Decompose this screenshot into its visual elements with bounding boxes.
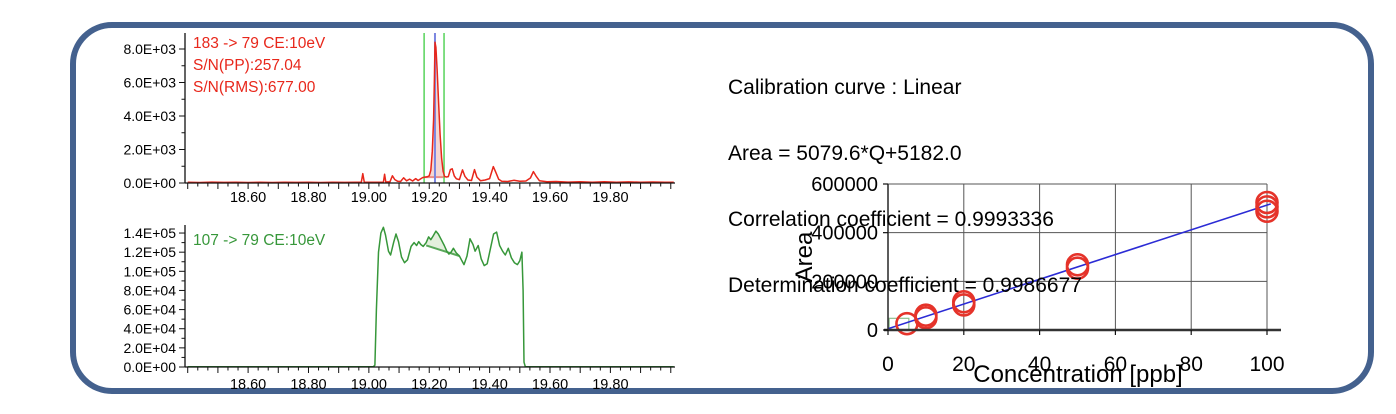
chrom_bottom-x-tick-labels: 18.60 18.80 19.00 19.20 19.40 19.60 19.80 xyxy=(230,377,629,393)
svg-text:19.40: 19.40 xyxy=(471,190,507,206)
calibration-point xyxy=(951,289,976,314)
chart-calibration_plot: 0 20 40 60 80 100 0 200000 400000 600000 Concentra… xyxy=(791,174,1285,388)
panel-border xyxy=(70,22,1374,394)
calibration_plot-y-tick-labels: 0 200000 400000 600000 xyxy=(811,174,878,342)
svg-text:600000: 600000 xyxy=(811,174,878,196)
svg-text:19.00: 19.00 xyxy=(351,377,387,393)
svg-text:4.0E+04: 4.0E+04 xyxy=(123,321,176,337)
svg-text:183 -> 79 CE:10eV: 183 -> 79 CE:10eV xyxy=(193,35,326,52)
x-axis-title: Concentration [ppb] xyxy=(973,361,1182,388)
svg-text:1.2E+05: 1.2E+05 xyxy=(123,244,176,260)
svg-text:40: 40 xyxy=(1028,353,1051,376)
chrom_bottom-trace xyxy=(187,226,674,368)
svg-text:S/N(PP):257.04: S/N(PP):257.04 xyxy=(193,57,302,74)
calibration_plot-x-tick-labels: 0 20 40 60 80 100 xyxy=(882,353,1284,376)
calibration-fit-line xyxy=(887,203,1272,330)
svg-text:19.60: 19.60 xyxy=(532,190,568,206)
calibration-point xyxy=(914,303,938,327)
svg-text:19.20: 19.20 xyxy=(411,190,447,206)
y-axis-title: Area xyxy=(791,231,818,282)
calibration-determination-coefficient: Determination coefficient = 0.9986677 xyxy=(728,274,1082,297)
svg-text:8.0E+03: 8.0E+03 xyxy=(123,41,176,57)
svg-text:19.80: 19.80 xyxy=(592,190,628,206)
svg-text:107 -> 79 CE:10eV: 107 -> 79 CE:10eV xyxy=(193,232,326,249)
calibration-equation: Area = 5079.6*Q+5182.0 xyxy=(728,142,962,165)
svg-text:200000: 200000 xyxy=(811,271,878,293)
svg-text:19.20: 19.20 xyxy=(411,377,447,393)
svg-text:1.0E+05: 1.0E+05 xyxy=(123,263,176,279)
svg-text:100: 100 xyxy=(1249,353,1284,376)
svg-text:S/N(RMS):677.00: S/N(RMS):677.00 xyxy=(193,79,316,96)
svg-text:4.0E+03: 4.0E+03 xyxy=(123,108,176,124)
svg-text:0: 0 xyxy=(882,353,894,376)
chrom_top-annotation: 183 -> 79 CE:10eV S/N(PP):257.04 S/N(RMS):… xyxy=(193,35,326,96)
svg-text:1.4E+05: 1.4E+05 xyxy=(123,225,176,241)
svg-text:80: 80 xyxy=(1180,353,1203,376)
svg-text:400000: 400000 xyxy=(811,223,878,245)
chrom_bottom-peak-baseline xyxy=(425,244,460,257)
chart-chrom_top: 18.60 18.80 19.00 19.20 19.40 19.60 19.80 0.0E+… xyxy=(123,33,675,206)
svg-text:8.0E+04: 8.0E+04 xyxy=(123,282,176,298)
chrom_top-trace xyxy=(187,41,674,184)
svg-text:19.00: 19.00 xyxy=(351,190,387,206)
svg-text:20: 20 xyxy=(952,353,975,376)
chrom_top-y-tick-labels: 0.0E+00 2.0E+03 4.0E+03 6.0E+03 8.0E+03 xyxy=(123,41,176,191)
svg-text:6.0E+04: 6.0E+04 xyxy=(123,302,176,318)
svg-text:19.40: 19.40 xyxy=(471,377,507,393)
svg-text:2.0E+03: 2.0E+03 xyxy=(123,141,176,157)
svg-text:18.80: 18.80 xyxy=(290,377,326,393)
svg-text:0: 0 xyxy=(867,320,878,342)
calibration-correlation-coefficient: Correlation coefficient = 0.9993336 xyxy=(728,208,1054,231)
svg-text:6.0E+03: 6.0E+03 xyxy=(123,74,176,90)
calibration-point xyxy=(1065,252,1090,277)
calibration-curve-type: Calibration curve : Linear xyxy=(728,76,962,99)
calibration-point xyxy=(1255,190,1279,215)
chrom_bottom-y-tick-labels: 0.0E+00 2.0E+04 4.0E+04 6.0E+04 8.0E+04 1.0E+… xyxy=(123,225,176,375)
svg-text:0.0E+00: 0.0E+00 xyxy=(123,359,176,375)
svg-text:2.0E+04: 2.0E+04 xyxy=(123,340,176,356)
svg-text:60: 60 xyxy=(1104,353,1127,376)
svg-text:0.0E+00: 0.0E+00 xyxy=(123,175,176,191)
svg-text:18.80: 18.80 xyxy=(290,190,326,206)
calibration-summary: Calibration curve : Linear Area = 5079.6… xyxy=(728,33,1082,341)
svg-text:19.80: 19.80 xyxy=(592,377,628,393)
svg-text:19.60: 19.60 xyxy=(532,377,568,393)
chrom_bottom-annotation: 107 -> 79 CE:10eV xyxy=(193,232,326,249)
calibration-points xyxy=(895,190,1279,336)
svg-text:18.60: 18.60 xyxy=(230,377,266,393)
svg-text:18.60: 18.60 xyxy=(230,190,266,206)
chart-chrom_bottom: 18.60 18.80 19.00 19.20 19.40 19.60 19.80 0.0E+… xyxy=(123,225,675,393)
chrom_top-x-tick-labels: 18.60 18.80 19.00 19.20 19.40 19.60 19.80 xyxy=(230,190,629,206)
